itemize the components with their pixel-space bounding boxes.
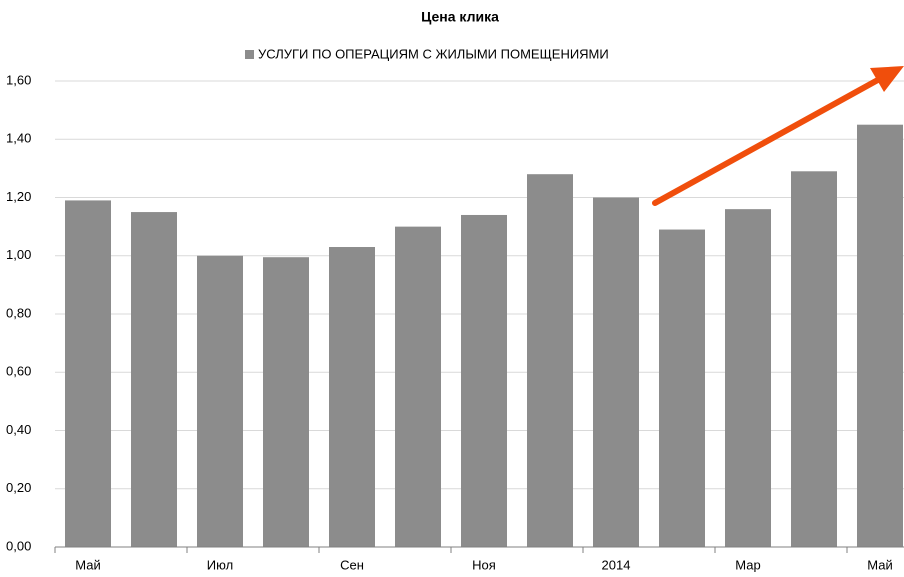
legend-swatch <box>245 50 254 59</box>
bar <box>791 171 837 547</box>
x-tick-label: Мар <box>735 557 760 572</box>
x-tick-label: 2014 <box>602 557 631 572</box>
bar <box>329 247 375 547</box>
bar <box>725 209 771 547</box>
y-tick-label: 1,20 <box>6 189 31 204</box>
bar <box>131 212 177 547</box>
y-tick-label: 0,00 <box>6 538 31 553</box>
chart-title: Цена клика <box>421 9 499 25</box>
x-tick-label: Июл <box>207 557 233 572</box>
x-tick-label: Сен <box>340 557 364 572</box>
x-tick-label: Май <box>867 557 892 572</box>
bar <box>461 214 507 547</box>
y-tick-label: 0,60 <box>6 364 31 379</box>
annotation-arrow <box>652 66 904 206</box>
bar <box>263 257 309 547</box>
bar <box>527 174 573 547</box>
legend-label: УСЛУГИ ПО ОПЕРАЦИЯМ С ЖИЛЫМИ ПОМЕЩЕНИЯМИ <box>258 46 609 61</box>
bar <box>65 200 111 547</box>
bar <box>659 229 705 547</box>
bar <box>395 226 441 547</box>
arrow-head <box>870 66 904 92</box>
bar <box>593 197 639 547</box>
y-tick-label: 1,00 <box>6 247 31 262</box>
y-tick-label: 0,20 <box>6 480 31 495</box>
bar <box>857 124 903 547</box>
y-tick-label: 1,40 <box>6 131 31 146</box>
y-tick-label: 0,80 <box>6 305 31 320</box>
y-tick-label: 0,40 <box>6 422 31 437</box>
y-tick-label: 1,60 <box>6 72 31 87</box>
x-tick-label: Май <box>75 557 100 572</box>
x-tick-label: Ноя <box>472 557 496 572</box>
bar <box>197 255 243 547</box>
arrow-shaft <box>652 73 888 206</box>
